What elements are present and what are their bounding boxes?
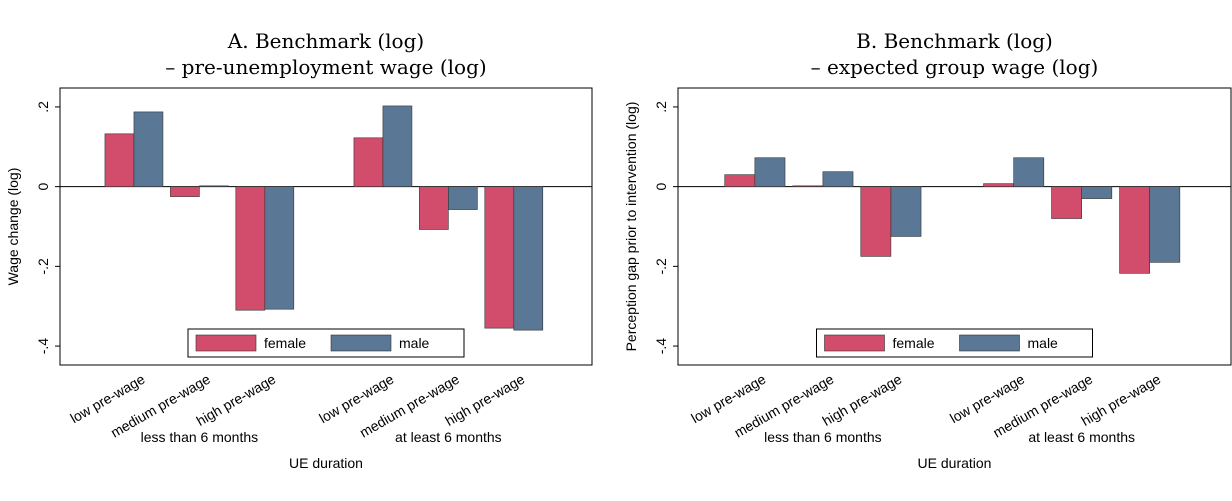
y-tick-label: .2 xyxy=(653,101,669,113)
bar xyxy=(792,185,824,187)
legend-swatch xyxy=(195,334,257,352)
bar xyxy=(1119,186,1151,274)
x-axis-title: UE duration xyxy=(289,455,363,471)
bar xyxy=(1051,186,1082,219)
bar xyxy=(419,186,449,230)
bar xyxy=(264,186,295,310)
y-tick-label: -.4 xyxy=(653,338,669,355)
legend-swatch xyxy=(959,334,1020,352)
bar xyxy=(353,137,384,187)
bar xyxy=(513,186,544,331)
chart-title: – pre-unemployment wage (log) xyxy=(165,55,486,79)
y-axis-title: Perception gap prior to intervention (lo… xyxy=(623,102,639,352)
y-tick-label: 0 xyxy=(35,183,51,191)
legend-swatch xyxy=(824,334,885,352)
plot-frame xyxy=(677,87,1232,366)
chart-title: A. Benchmark (log) xyxy=(227,29,424,53)
chart-title: B. Benchmark (log) xyxy=(856,29,1053,53)
y-tick-label: -.2 xyxy=(35,258,51,275)
bar xyxy=(1081,186,1113,199)
plot-frame xyxy=(59,87,593,366)
group-label: less than 6 months xyxy=(141,429,259,445)
bar xyxy=(724,174,756,187)
legend-swatch xyxy=(330,334,392,352)
bar xyxy=(382,105,413,187)
bar xyxy=(822,171,854,187)
bar xyxy=(170,186,200,197)
bar xyxy=(133,111,164,187)
bar xyxy=(754,157,786,187)
bar xyxy=(199,185,229,187)
group-label: at least 6 months xyxy=(1028,429,1135,445)
bar xyxy=(448,186,478,210)
y-tick-label: 0 xyxy=(653,183,669,191)
y-tick-label: -.2 xyxy=(653,258,669,275)
y-tick-label: .2 xyxy=(35,101,51,113)
bar xyxy=(235,186,266,311)
legend-label: female xyxy=(893,335,935,351)
bar xyxy=(484,186,515,329)
group-label: at least 6 months xyxy=(395,429,502,445)
bar xyxy=(1013,157,1045,187)
y-tick-label: -.4 xyxy=(35,338,51,355)
x-axis-title: UE duration xyxy=(918,455,992,471)
group-label: less than 6 months xyxy=(764,429,882,445)
y-axis-title: Wage change (log) xyxy=(5,168,21,286)
bar xyxy=(1149,186,1181,263)
legend-label: male xyxy=(1028,335,1059,351)
legend-label: male xyxy=(399,335,430,351)
legend-label: female xyxy=(264,335,306,351)
bar xyxy=(983,183,1014,187)
chart-title: – expected group wage (log) xyxy=(811,55,1099,79)
bar xyxy=(860,186,892,257)
bar xyxy=(890,186,922,237)
bar xyxy=(104,133,135,187)
